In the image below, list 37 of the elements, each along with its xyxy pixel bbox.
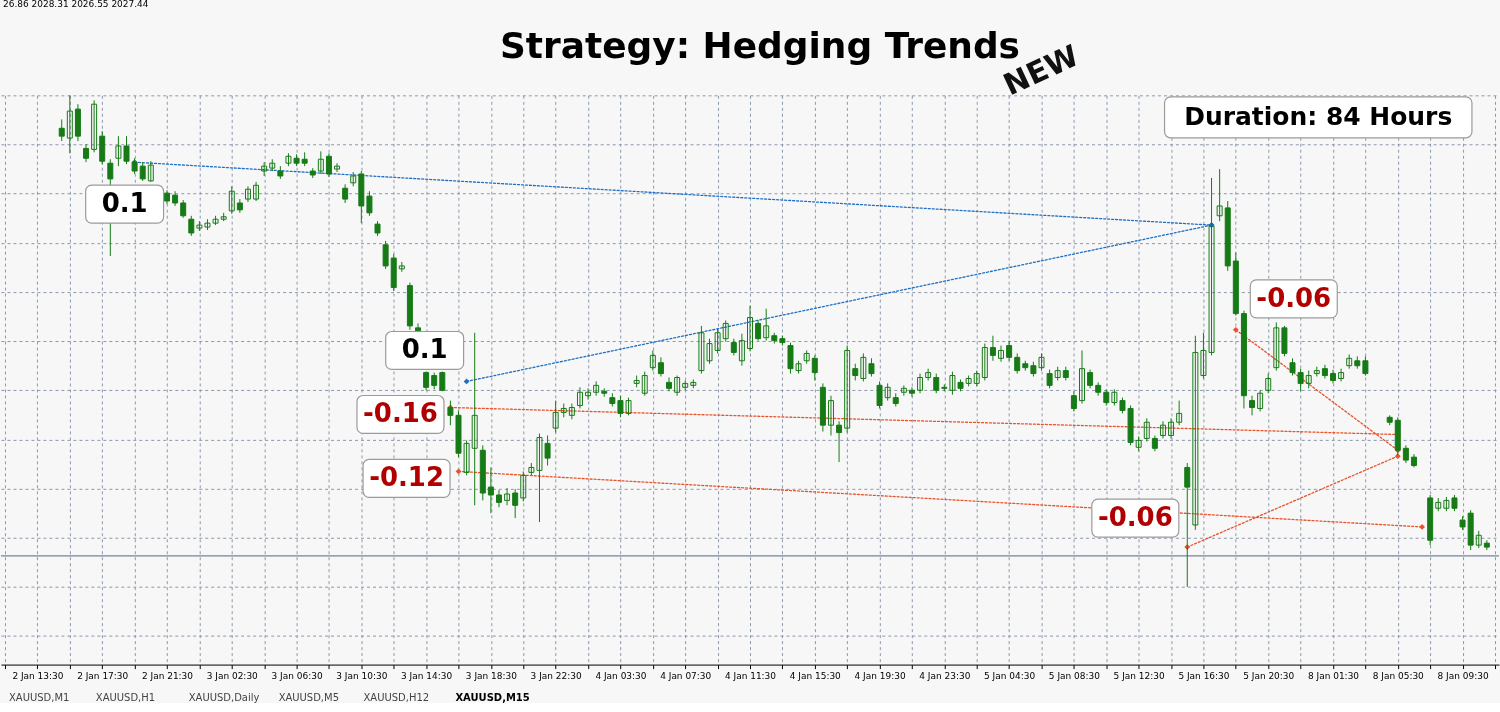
text: XAUUSD,M1 xyxy=(8,691,70,703)
x-tick-label: 8 Jan 01:30 xyxy=(1307,671,1360,682)
annotation: -0.16 xyxy=(363,398,438,429)
text: XAUUSD,H12 xyxy=(363,691,430,703)
x-tick-label: 3 Jan 02:30 xyxy=(206,671,259,682)
text: XAUUSD,M5 xyxy=(278,691,339,703)
annotation: 0.1 xyxy=(401,334,448,365)
x-tick-label: 4 Jan 11:30 xyxy=(724,671,777,682)
x-tick-label: 2 Jan 21:30 xyxy=(141,671,194,682)
x-tick-label: 8 Jan 05:30 xyxy=(1372,671,1425,682)
x-tick-label: 5 Jan 16:30 xyxy=(1178,671,1230,682)
annotation: -0.06 xyxy=(1097,502,1173,533)
x-tick-label: 2 Jan 17:30 xyxy=(77,671,129,682)
x-tick-label: 4 Jan 03:30 xyxy=(595,671,647,682)
x-tick-label: 5 Jan 20:30 xyxy=(1243,671,1295,682)
x-tick-label: 8 Jan 09:30 xyxy=(1437,671,1489,682)
x-tick-label: 3 Jan 22:30 xyxy=(530,671,582,682)
annotation: 0.1 xyxy=(101,188,148,219)
text: XAUUSD,H1 xyxy=(95,691,156,703)
x-tick-label: 4 Jan 07:30 xyxy=(660,671,712,682)
text: 26.86 2028.31 2026.55 2027.44 xyxy=(3,0,149,10)
x-tick-label: 4 Jan 15:30 xyxy=(789,671,842,682)
x-tick-label: 4 Jan 23:30 xyxy=(919,671,971,682)
x-tick-label: 3 Jan 14:30 xyxy=(401,671,453,682)
x-tick-label: 4 Jan 19:30 xyxy=(854,671,906,682)
annotation: Duration: 84 Hours xyxy=(1184,102,1453,132)
x-tick-label: 5 Jan 12:30 xyxy=(1113,671,1165,682)
x-tick-label: 3 Jan 10:30 xyxy=(336,671,388,682)
x-tick-label: 3 Jan 18:30 xyxy=(465,671,518,682)
x-tick-label: 5 Jan 08:30 xyxy=(1048,671,1101,682)
x-tick-label: 2 Jan 13:30 xyxy=(12,671,64,682)
x-tick-label: 5 Jan 04:30 xyxy=(984,671,1036,682)
text: XAUUSD,M15 xyxy=(455,691,530,703)
text: XAUUSD,Daily xyxy=(188,691,260,703)
x-tick-label: 3 Jan 06:30 xyxy=(271,671,323,682)
annotation: -0.12 xyxy=(369,462,444,493)
annotation: -0.06 xyxy=(1256,282,1332,313)
